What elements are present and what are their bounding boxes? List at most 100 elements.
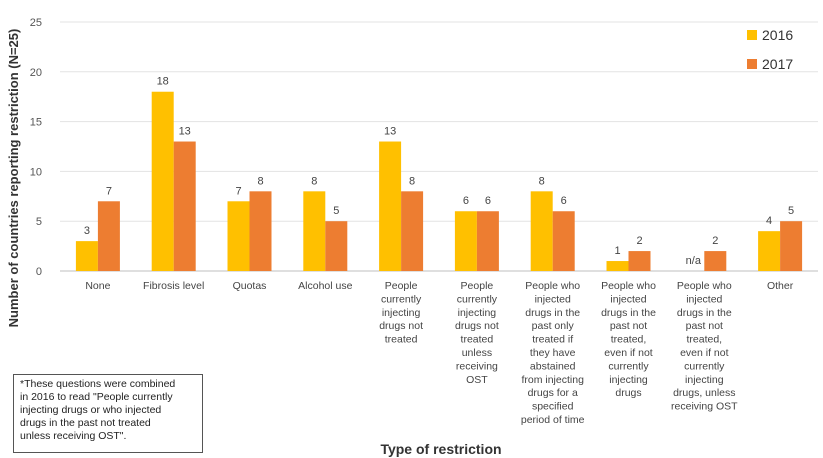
legend-label: 2016	[762, 27, 793, 43]
x-tick-label-line: receiving OST	[671, 401, 738, 413]
data-label: 2	[636, 235, 642, 247]
data-label: 6	[463, 195, 469, 207]
data-label: 2	[712, 235, 718, 247]
x-tick-label: Fibrosis level	[143, 280, 204, 292]
x-tick-label-line: Fibrosis level	[143, 280, 204, 292]
bar-2016	[75, 241, 98, 271]
x-tick-label-line: drugs not	[455, 320, 499, 332]
legend-label: 2017	[762, 56, 793, 72]
x-tick-label-line: injecting	[609, 374, 648, 386]
x-tick-label-line: drugs in the	[525, 307, 580, 319]
x-tick-label-line: treated	[461, 334, 494, 346]
x-tick-label-line: past only	[532, 320, 575, 332]
y-axis-title: Number of countries reporting restrictio…	[6, 29, 21, 328]
data-label: 18	[157, 76, 169, 88]
bar-2017	[249, 191, 272, 271]
x-tick-label-line: receiving	[456, 360, 498, 372]
y-tick-label: 15	[30, 117, 42, 129]
x-tick-label: People who injected drugs in the past not tr…	[671, 280, 738, 413]
data-label: 8	[257, 175, 263, 187]
x-tick-label-line: from injecting	[521, 374, 584, 386]
data-label: 8	[409, 175, 415, 187]
x-tick-label-line: People who	[525, 280, 580, 292]
x-tick-label: Quotas	[233, 280, 267, 292]
x-tick-label-line: past not	[686, 320, 723, 332]
footnote-line: drugs in the past not treated	[20, 417, 151, 429]
y-tick-label: 5	[36, 216, 42, 228]
x-tick-label-line: OST	[466, 374, 488, 386]
y-tick-label: 10	[30, 166, 42, 178]
bar-2016	[303, 191, 326, 271]
x-axis-ticks: None Fibrosis level Quotas Alcohol use Peopl…	[85, 280, 793, 426]
x-tick-label-line: drugs in the	[677, 307, 732, 319]
x-tick-label-line: even if not	[680, 347, 729, 359]
data-label: 13	[384, 126, 396, 138]
x-tick-label-line: People who	[601, 280, 656, 292]
x-tick-label-line: People who	[677, 280, 732, 292]
bar-2017	[325, 221, 348, 271]
x-tick-label-line: unless	[462, 347, 492, 359]
x-tick-label: People currently injecting drugs not treated…	[455, 280, 499, 386]
bar-2016	[151, 91, 174, 271]
bar-2017	[476, 211, 499, 271]
x-tick-label-line: currently	[457, 293, 498, 305]
data-labels: 3 7 18 13 7 8 8 5 13 8 6 6 8 6 1 2 n/a 2 4 5	[84, 76, 794, 267]
x-tick-label: Alcohol use	[298, 280, 352, 292]
x-tick-label: Other	[767, 280, 794, 292]
x-tick-label-line: injecting	[458, 307, 497, 319]
x-tick-label-line: Other	[767, 280, 794, 292]
x-tick-label: People who injected drugs in the past not tr…	[601, 280, 656, 399]
y-axis-ticks: 0 5 10 15 20 25	[30, 17, 42, 278]
data-label: n/a	[686, 255, 702, 267]
x-tick-label-line: injected	[686, 293, 722, 305]
data-label: 8	[311, 175, 317, 187]
x-tick-label-line: past not	[610, 320, 647, 332]
y-tick-label: 20	[30, 67, 42, 79]
x-tick-label-line: specified	[532, 401, 574, 413]
y-tick-label: 0	[36, 266, 42, 278]
x-tick-label-line: drugs for a	[528, 387, 578, 399]
footnote-line: in 2016 to read "People currently	[20, 391, 173, 403]
data-label: 8	[539, 175, 545, 187]
bar-2016	[227, 201, 250, 271]
footnote-line: *These questions were combined	[20, 378, 176, 390]
x-tick-label-line: period of time	[521, 414, 585, 426]
x-tick-label-line: treated	[385, 334, 418, 346]
bars	[75, 91, 803, 271]
bar-2016	[606, 261, 629, 271]
x-tick-label-line: even if not	[604, 347, 653, 359]
x-tick-label-line: People	[461, 280, 494, 292]
bar-2016	[379, 141, 402, 271]
x-tick-label-line: injecting	[685, 374, 724, 386]
x-tick-label: People who injected drugs in the past only t…	[521, 280, 585, 426]
bar-2016	[530, 191, 553, 271]
bar-2017	[704, 251, 727, 271]
x-tick-label-line: treated if	[532, 334, 573, 346]
bar-2017	[401, 191, 424, 271]
x-tick-label-line: injecting	[382, 307, 421, 319]
data-label: 13	[179, 126, 191, 138]
data-label: 5	[788, 205, 794, 217]
data-label: 7	[106, 185, 112, 197]
data-label: 6	[561, 195, 567, 207]
bar-2017	[552, 211, 575, 271]
x-tick-label-line: injected	[610, 293, 646, 305]
x-tick-label-line: Quotas	[233, 280, 267, 292]
x-tick-label-line: currently	[608, 360, 649, 372]
legend: 2016 2017	[747, 27, 793, 72]
bar-2016	[454, 211, 477, 271]
bar-2016	[758, 231, 781, 271]
x-tick-label-line: Alcohol use	[298, 280, 352, 292]
data-label: 6	[485, 195, 491, 207]
data-label: 4	[766, 215, 772, 227]
data-label: 1	[614, 245, 620, 257]
x-tick-label-line: they have	[530, 347, 576, 359]
x-tick-label-line: drugs in the	[601, 307, 656, 319]
x-tick-label-line: drugs	[615, 387, 641, 399]
bar-2017	[780, 221, 803, 271]
x-tick-label-line: currently	[684, 360, 725, 372]
legend-swatch-2017	[747, 59, 757, 69]
bar-2017	[628, 251, 651, 271]
x-tick-label-line: None	[85, 280, 110, 292]
